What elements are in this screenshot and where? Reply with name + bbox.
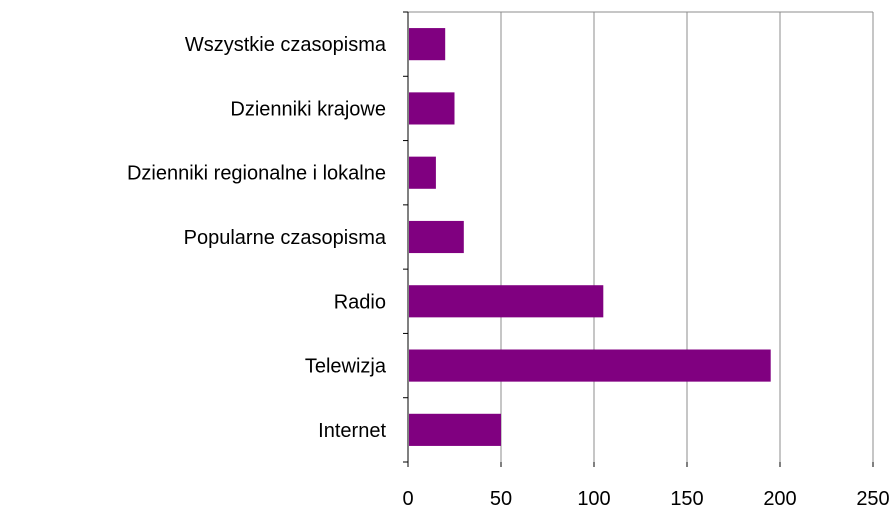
category-label: Popularne czasopisma — [184, 227, 387, 249]
bar-1 — [409, 28, 446, 61]
x-tick-label: 100 — [577, 488, 610, 510]
bar-7 — [409, 413, 501, 446]
category-labels: Wszystkie czasopisma Dzienniki krajowe Dzi… — [127, 34, 387, 442]
category-label: Radio — [334, 291, 386, 313]
axes — [403, 11, 874, 467]
bars — [409, 28, 771, 446]
category-label: Dzienniki regionalne i lokalne — [127, 163, 386, 185]
x-tick-label: 150 — [670, 488, 703, 510]
bar-3 — [409, 156, 436, 189]
x-tick-label: 200 — [763, 488, 796, 510]
gridlines — [500, 12, 874, 462]
bar-4 — [409, 220, 464, 254]
category-label: Telewizja — [305, 356, 387, 378]
x-tick-label: 0 — [402, 488, 413, 510]
bar-2 — [409, 92, 455, 125]
category-label: Internet — [318, 420, 386, 442]
category-label: Wszystkie czasopisma — [185, 34, 387, 56]
x-tick-label: 250 — [856, 488, 889, 510]
tick-labels: 0 50 100 150 200 250 — [402, 488, 889, 510]
bar-6 — [409, 349, 771, 382]
category-label: Dzienniki krajowe — [230, 98, 386, 120]
x-tick-label: 50 — [490, 488, 512, 510]
bar-5 — [409, 285, 604, 318]
